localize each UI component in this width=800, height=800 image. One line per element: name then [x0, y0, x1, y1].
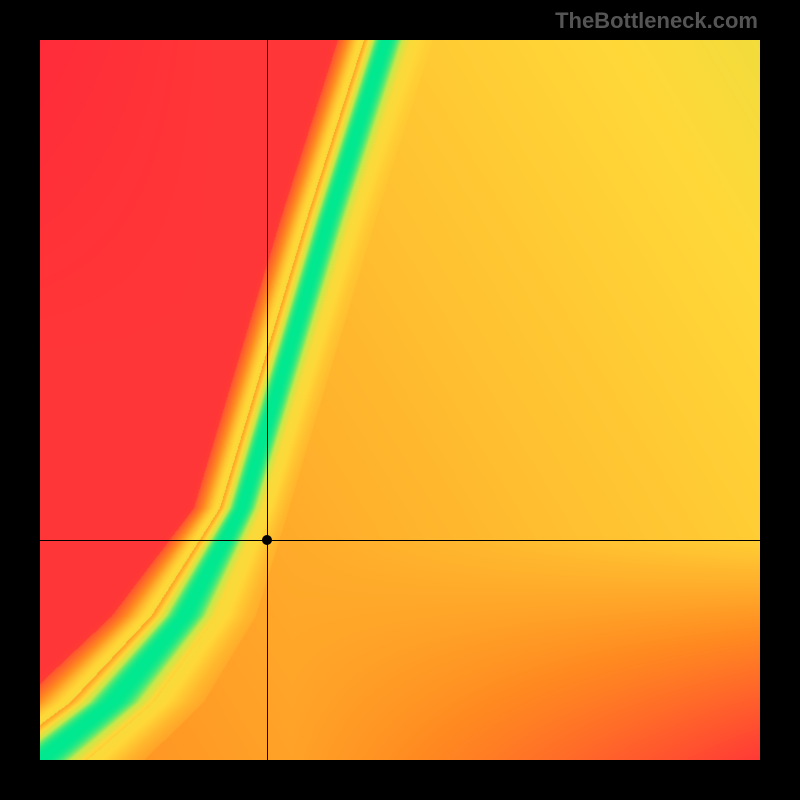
crosshair-marker: [262, 535, 272, 545]
crosshair-horizontal: [40, 540, 760, 541]
heatmap-canvas: [40, 40, 760, 760]
plot-area: [40, 40, 760, 760]
watermark-text: TheBottleneck.com: [555, 8, 758, 34]
crosshair-vertical: [267, 40, 268, 760]
